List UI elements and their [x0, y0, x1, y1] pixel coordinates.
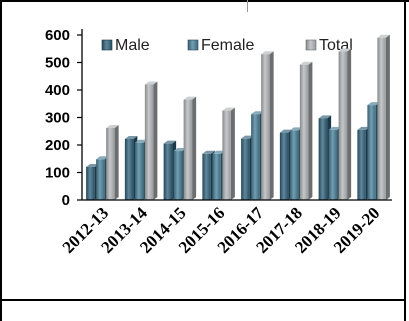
legend-item-male: Male — [101, 37, 150, 54]
frame-right-border — [404, 0, 406, 321]
frame-mid-line — [247, 0, 248, 12]
bar-total-2012-13 — [106, 124, 119, 200]
legend-swatch — [305, 39, 317, 51]
frame-top-border — [0, 0, 409, 2]
legend: Male Female Total — [101, 37, 353, 54]
legend-label: Female — [201, 37, 254, 54]
legend-item-female: Female — [187, 37, 254, 54]
legend-swatch — [187, 39, 199, 51]
bar-total-2015-16 — [222, 107, 235, 200]
y-tick-label: 200 — [45, 137, 70, 154]
bar-total-2019-20 — [377, 34, 390, 200]
bar-total-2016-17 — [261, 51, 274, 200]
y-tick-label: 0 — [62, 192, 70, 209]
y-tick-label: 600 — [45, 27, 70, 44]
frame-divider — [0, 299, 406, 301]
legend-swatch — [101, 39, 113, 51]
frame-left-border — [0, 0, 2, 321]
y-tick-label: 300 — [45, 110, 70, 127]
bar-total-2013-14 — [144, 81, 158, 200]
bar-total-2014-15 — [183, 96, 197, 200]
y-tick-label: 100 — [45, 165, 70, 182]
bars — [86, 34, 390, 201]
bar-total-2017-18 — [299, 61, 313, 201]
y-tick-label: 500 — [45, 55, 70, 72]
bar-total-2018-19 — [338, 48, 352, 200]
legend-label: Male — [115, 37, 150, 54]
y-tick-label: 400 — [45, 82, 70, 99]
